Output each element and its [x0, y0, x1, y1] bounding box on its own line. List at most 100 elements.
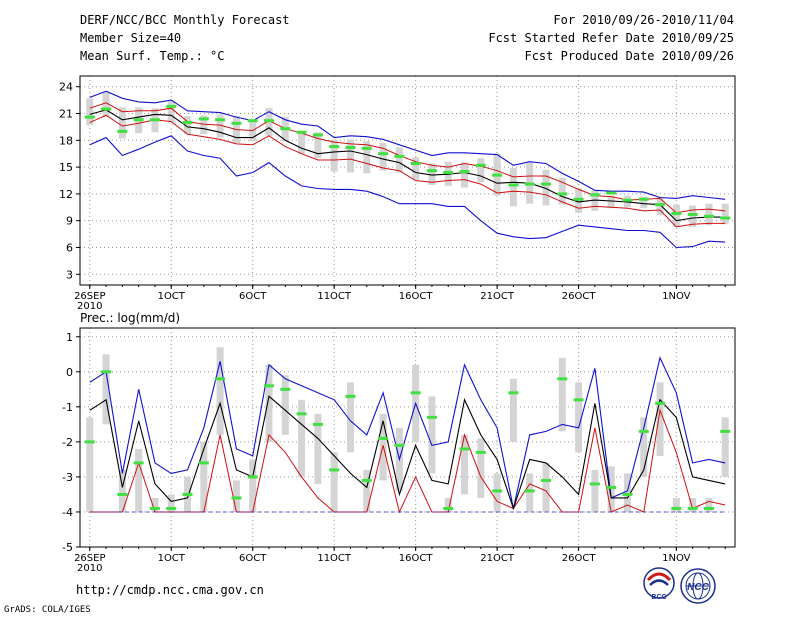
temp-xtick-label: 26OCT	[562, 291, 597, 302]
temp-median-marker	[247, 119, 258, 123]
prec-xtick-sublabel: 2010	[77, 563, 102, 574]
prec-median-marker	[133, 461, 144, 465]
prec-box	[640, 417, 648, 477]
temp-series-p90-line	[89, 102, 726, 214]
temp-xtick-label: 26SEP	[74, 291, 105, 302]
prec-median-marker	[117, 492, 128, 496]
temp-median-marker	[475, 163, 486, 167]
prec-ytick-label: -4	[62, 506, 73, 519]
temp-box	[330, 139, 338, 172]
prec-xtick-label: 26OCT	[562, 553, 597, 564]
prec-box	[542, 462, 550, 512]
temp-median-marker	[361, 146, 372, 150]
temp-box	[167, 101, 175, 123]
prec-ytick-label: -2	[62, 436, 73, 449]
prec-xtick-label: 11OCT	[317, 553, 352, 564]
temp-box	[428, 163, 436, 185]
temp-median-marker	[215, 118, 226, 122]
temp-ytick-label: 18	[59, 134, 73, 147]
prec-box	[575, 382, 583, 453]
temp-xtick-label: 1NOV	[662, 291, 691, 302]
prec-box	[314, 413, 322, 484]
prec-box	[509, 378, 517, 442]
prec-box	[493, 473, 501, 512]
temp-median-marker	[264, 119, 275, 123]
prec-median-marker	[361, 478, 372, 482]
temp-box	[102, 92, 110, 118]
temp-median-marker	[198, 117, 209, 121]
temp-box	[721, 203, 729, 225]
prec-box	[151, 497, 159, 512]
temp-median-marker	[426, 169, 437, 173]
prec-median-marker	[622, 492, 633, 496]
temp-median-marker	[720, 216, 731, 220]
prec-median-marker	[394, 443, 405, 447]
prec-box	[591, 469, 599, 512]
temp-box	[656, 197, 664, 216]
temp-box	[379, 142, 387, 171]
member-size-label: Member Size=40	[80, 31, 182, 45]
prec-median-marker	[345, 394, 356, 398]
temp-median-marker	[231, 121, 242, 125]
temp-box	[184, 116, 192, 135]
temp-median-marker	[296, 130, 307, 134]
temp-median-marker	[394, 154, 405, 158]
fcst-produced-date: Fcst Produced Date 2010/09/26	[524, 49, 734, 63]
temp-median-marker	[671, 212, 682, 216]
prec-box	[428, 396, 436, 474]
temp-median-marker	[280, 127, 291, 131]
prec-box	[705, 497, 713, 512]
prec-median-marker	[720, 429, 731, 433]
prec-box	[298, 399, 306, 477]
temp-median-marker	[443, 170, 454, 174]
prec-median-marker	[655, 401, 666, 405]
temp-box	[86, 98, 94, 126]
temp-ytick-label: 21	[59, 108, 73, 121]
prec-ytick-label: -3	[62, 471, 73, 484]
prec-xtick-label: 6OCT	[239, 553, 267, 564]
prec-xtick-label: 1OCT	[158, 553, 186, 564]
prec-median-marker	[166, 506, 177, 510]
temp-median-marker	[166, 104, 177, 108]
temp-median-marker	[101, 107, 112, 111]
prec-median-marker	[410, 391, 421, 395]
temp-series-mean-line	[89, 109, 726, 222]
temp-box	[298, 130, 306, 154]
ncc-logo: NCC	[680, 568, 716, 604]
prec-box	[477, 438, 485, 498]
temp-ytick-label: 24	[59, 81, 73, 94]
prec-panel-title: Prec.: log(mm/d)	[80, 311, 180, 325]
prec-box	[721, 417, 729, 477]
prec-xtick-label: 1NOV	[662, 553, 691, 564]
temp-ytick-label: 6	[66, 241, 73, 254]
prec-median-marker	[182, 492, 193, 496]
prec-median-marker	[329, 468, 340, 472]
prec-box	[444, 497, 452, 512]
temp-median-marker	[606, 191, 617, 195]
temp-ytick-label: 3	[66, 268, 73, 281]
prec-median-marker	[606, 485, 617, 489]
temp-median-marker	[589, 193, 600, 197]
prec-median-marker	[459, 447, 470, 451]
prec-ytick-label: -1	[62, 401, 73, 414]
prec-box	[656, 382, 664, 456]
temp-xtick-label: 16OCT	[399, 291, 434, 302]
prec-box	[281, 375, 289, 435]
prec-box	[526, 473, 534, 512]
temp-median-marker	[133, 118, 144, 122]
temp-box	[558, 177, 566, 205]
temp-xtick-label: 1OCT	[158, 291, 186, 302]
temp-median-marker	[655, 203, 666, 207]
source-url[interactable]: http://cmdp.ncc.cma.gov.cn	[76, 583, 264, 597]
temp-xtick-label: 11OCT	[317, 291, 352, 302]
prec-median-marker	[540, 478, 551, 482]
temp-median-marker	[492, 173, 503, 177]
prec-median-marker	[589, 482, 600, 486]
prec-median-marker	[149, 506, 160, 510]
prec-median-marker	[247, 475, 258, 479]
prec-box	[689, 497, 697, 512]
temp-median-marker	[378, 152, 389, 156]
prec-median-marker	[557, 377, 568, 381]
prec-box	[363, 469, 371, 512]
